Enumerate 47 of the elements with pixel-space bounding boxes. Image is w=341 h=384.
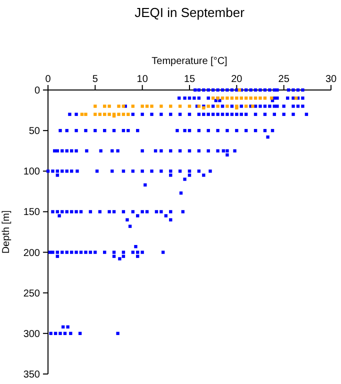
x-tick-label: 5 xyxy=(92,74,98,85)
point xyxy=(117,112,120,116)
y-tick-label: 100 xyxy=(23,166,40,178)
point xyxy=(108,112,111,116)
point xyxy=(131,104,134,108)
point xyxy=(103,112,106,116)
chart-title: JEQI in September xyxy=(134,5,246,20)
point xyxy=(235,96,238,100)
point xyxy=(94,104,97,108)
point xyxy=(258,96,262,100)
point xyxy=(244,104,248,108)
point xyxy=(226,96,229,100)
point xyxy=(145,104,149,108)
point xyxy=(140,104,144,108)
y-axis-title: Depth [m] xyxy=(1,210,12,254)
point xyxy=(206,104,210,108)
y-tick-label: 150 xyxy=(23,207,40,218)
y-tick-label: 300 xyxy=(23,328,40,340)
x-tick-label: 30 xyxy=(325,74,337,85)
point xyxy=(122,112,126,116)
y-tick-label: 250 xyxy=(23,288,40,300)
point xyxy=(178,104,182,108)
x-tick-label: 0 xyxy=(45,74,52,85)
point xyxy=(126,112,130,116)
y-tick-label: 50 xyxy=(28,126,40,138)
x-tick-label: 20 xyxy=(231,74,243,85)
point xyxy=(80,112,84,116)
point xyxy=(117,104,120,108)
x-tick-label: 15 xyxy=(184,74,196,85)
point xyxy=(160,104,163,108)
x-axis-title: Temperature [°C] xyxy=(152,56,228,67)
point xyxy=(108,104,111,108)
point xyxy=(169,104,172,108)
y-tick-label: 350 xyxy=(23,370,40,380)
y-tick-label: 0 xyxy=(34,86,40,96)
point xyxy=(226,104,229,108)
point xyxy=(103,104,106,108)
point xyxy=(249,96,252,100)
point xyxy=(188,104,192,108)
point xyxy=(94,112,97,116)
point xyxy=(216,104,220,108)
x-tick-label: 25 xyxy=(278,74,290,85)
point xyxy=(150,104,154,108)
point xyxy=(84,112,88,116)
x-tick-label: 10 xyxy=(136,74,148,85)
y-tick-label: 200 xyxy=(23,248,40,259)
point xyxy=(98,112,102,116)
